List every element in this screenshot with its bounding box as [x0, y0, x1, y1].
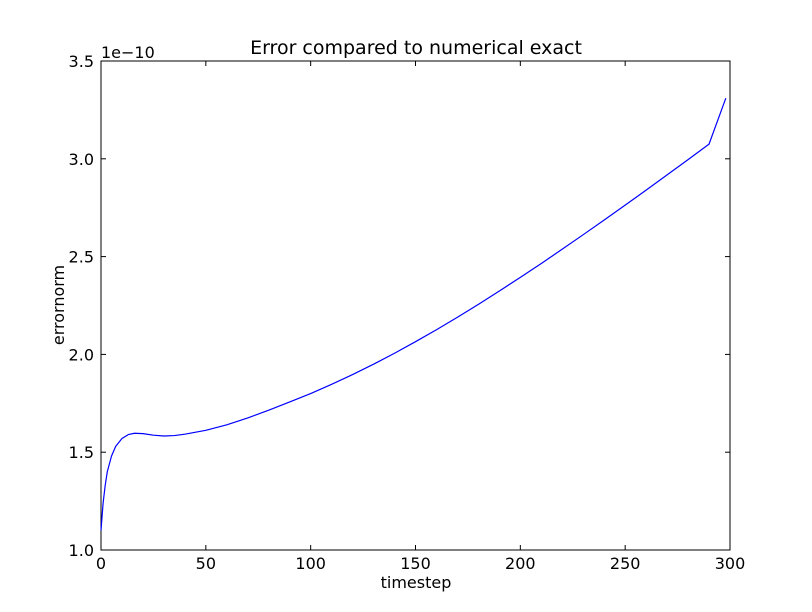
series-line — [100, 97, 727, 531]
y-tick-label: 2.5 — [69, 248, 94, 267]
y-offset-label: 1e−10 — [101, 43, 155, 62]
y-axis-label: errornorm — [49, 265, 68, 345]
y-tick-label: 1.0 — [69, 541, 94, 560]
x-tick-label: 300 — [715, 554, 746, 573]
y-tick-label: 2.0 — [69, 345, 94, 364]
series-layer — [100, 97, 727, 531]
x-tick-label: 250 — [610, 554, 641, 573]
y-axis: 1.0 1.5 2.0 2.5 3.0 3.5 — [69, 52, 730, 560]
y-tick-label: 3.0 — [69, 150, 94, 169]
x-tick-label: 100 — [295, 554, 326, 573]
x-tick-label: 150 — [400, 554, 431, 573]
chart-title: Error compared to numerical exact — [250, 37, 582, 59]
plot-area — [100, 60, 731, 551]
x-tick-label: 0 — [96, 554, 106, 573]
x-tick-label: 50 — [196, 554, 216, 573]
x-axis-label: timestep — [381, 573, 452, 592]
y-tick-label: 1.5 — [69, 443, 94, 462]
y-tick-label: 3.5 — [69, 52, 94, 71]
x-axis: 0 50 100 150 200 250 300 — [96, 61, 745, 573]
x-tick-label: 200 — [505, 554, 536, 573]
